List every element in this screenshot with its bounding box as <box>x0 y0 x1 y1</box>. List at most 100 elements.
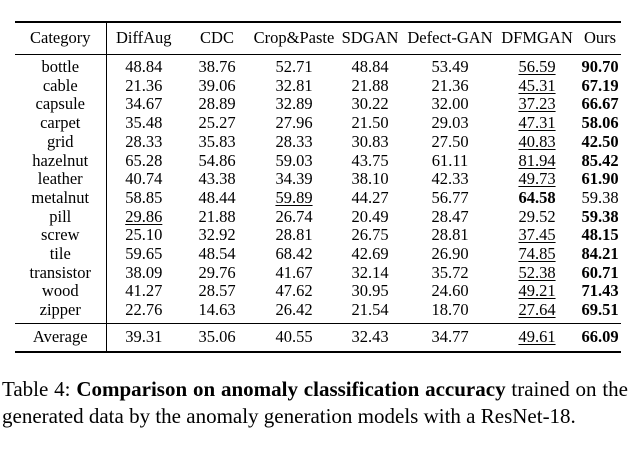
value-cell: 66.67 <box>581 94 619 114</box>
value-cell: 59.03 <box>275 150 313 170</box>
caption-bold-text: Comparison on anomaly classification acc… <box>76 376 506 401</box>
value-cell: 25.27 <box>198 113 236 133</box>
value-cell: 28.89 <box>198 94 236 114</box>
table-caption: Table 4: Comparison on anomaly classific… <box>2 376 628 431</box>
category-cell: tile <box>15 244 107 264</box>
value-cell: 48.84 <box>125 57 163 76</box>
value-cell: 21.36 <box>125 75 163 95</box>
table-row: Average 39.31 35.06 40.55 32.43 34.77 49.61 66.… <box>15 322 621 352</box>
value-cell: 29.52 <box>518 206 556 226</box>
value-cell: 43.38 <box>198 169 236 189</box>
value-cell: 29.76 <box>198 262 236 282</box>
table-row: carpet 35.48 25.27 27.96 21.50 29.03 47.31 58.0… <box>15 113 621 133</box>
column-header-diffaug: DiffAug <box>106 22 181 55</box>
value-cell: 74.85 <box>518 244 556 264</box>
value-cell: 69.51 <box>581 300 619 320</box>
value-cell: 26.42 <box>275 300 313 320</box>
table-row: tile 59.65 48.54 68.42 42.69 26.90 74.85 84.21 <box>15 244 621 264</box>
results-table: Category DiffAug CDC Crop&Paste SDGAN De… <box>15 21 621 353</box>
value-cell: 35.48 <box>125 113 163 133</box>
value-cell: 21.88 <box>351 75 389 95</box>
value-cell: 71.43 <box>581 281 619 301</box>
value-cell: 85.42 <box>581 150 619 170</box>
value-cell: 54.86 <box>198 150 236 170</box>
table-row: zipper 22.76 14.63 26.42 21.54 18.70 27.64 69.5… <box>15 300 621 324</box>
value-cell: 42.69 <box>351 244 389 264</box>
caption-prefix: Table 4: <box>2 376 77 401</box>
value-cell: 59.89 <box>275 187 313 207</box>
value-cell: 49.21 <box>518 281 556 301</box>
table-row: hazelnut 65.28 54.86 59.03 43.75 61.11 81.94 85… <box>15 150 621 171</box>
value-cell: 14.63 <box>198 300 236 320</box>
value-cell: 45.31 <box>518 75 556 95</box>
value-cell: 59.65 <box>125 244 163 264</box>
category-cell: pill <box>15 207 107 227</box>
value-cell: 90.70 <box>581 57 619 76</box>
value-cell: 38.09 <box>125 262 163 282</box>
value-cell: 22.76 <box>125 300 163 320</box>
column-header-category: Category <box>15 22 107 55</box>
value-cell: 27.64 <box>518 300 556 320</box>
value-cell: 30.95 <box>351 281 389 301</box>
value-cell: 21.36 <box>431 75 469 95</box>
table-row: capsule 34.67 28.89 32.89 30.22 32.00 37.23 66.… <box>15 94 621 115</box>
value-cell: 32.00 <box>431 94 469 114</box>
value-cell: 60.71 <box>581 262 619 282</box>
value-cell: 42.33 <box>431 169 469 189</box>
value-cell: 66.09 <box>579 322 621 352</box>
value-cell: 28.81 <box>275 225 313 245</box>
value-cell: 64.58 <box>518 187 556 207</box>
value-cell: 34.67 <box>125 94 163 114</box>
value-cell: 21.50 <box>351 113 389 133</box>
table-row: wood 41.27 28.57 47.62 30.95 24.60 49.21 71.43 <box>15 281 621 302</box>
table-row: grid 28.33 35.83 28.33 30.83 27.50 40.83 42.50 <box>15 131 621 152</box>
value-cell: 18.70 <box>431 300 469 320</box>
column-header-dfmgan: DFMGAN <box>495 22 579 55</box>
table-row: screw 25.10 32.92 28.81 26.75 28.81 37.45 48.15 <box>15 225 621 246</box>
value-cell: 21.88 <box>198 206 236 226</box>
value-cell: 29.03 <box>431 113 469 133</box>
value-cell: 28.47 <box>431 206 469 226</box>
value-cell: 24.60 <box>431 281 469 301</box>
category-cell: grid <box>15 132 107 152</box>
header-row: Category DiffAug CDC Crop&Paste SDGAN De… <box>15 22 621 55</box>
value-cell: 68.42 <box>275 244 313 264</box>
value-cell: 53.49 <box>431 57 469 76</box>
value-cell: 34.77 <box>405 322 495 352</box>
category-cell: leather <box>15 170 107 189</box>
value-cell: 48.15 <box>581 225 619 245</box>
value-cell: 35.83 <box>198 131 236 151</box>
value-cell: 48.84 <box>351 57 389 76</box>
category-cell: Average <box>15 322 107 352</box>
value-cell: 58.06 <box>581 113 619 133</box>
value-cell: 40.74 <box>125 169 163 189</box>
value-cell: 43.75 <box>351 150 389 170</box>
value-cell: 38.10 <box>351 169 389 189</box>
value-cell: 61.11 <box>431 150 469 170</box>
table-row: transistor 38.09 29.76 41.67 32.14 35.72 52.38… <box>15 262 621 283</box>
category-cell: metalnut <box>15 188 107 208</box>
value-cell: 21.54 <box>351 300 389 320</box>
value-cell: 56.77 <box>431 187 469 207</box>
category-cell: zipper <box>15 300 107 324</box>
value-cell: 37.45 <box>518 225 556 245</box>
value-cell: 32.14 <box>351 262 389 282</box>
value-cell: 59.38 <box>581 206 619 226</box>
value-cell: 84.21 <box>581 244 619 264</box>
value-cell: 32.92 <box>198 225 236 245</box>
table-body: bottle 48.84 38.76 52.71 48.84 53.49 56.59 90.7… <box>15 54 621 324</box>
value-cell: 58.85 <box>125 187 163 207</box>
value-cell: 27.50 <box>431 131 469 151</box>
category-cell: transistor <box>15 263 107 283</box>
value-cell: 32.81 <box>275 75 313 95</box>
value-cell: 34.39 <box>275 169 313 189</box>
value-cell: 40.55 <box>253 322 335 352</box>
value-cell: 35.06 <box>181 322 253 352</box>
value-cell: 25.10 <box>125 225 163 245</box>
value-cell: 28.33 <box>275 131 313 151</box>
value-cell: 41.27 <box>125 281 163 301</box>
value-cell: 28.81 <box>431 225 469 245</box>
value-cell: 52.38 <box>518 262 556 282</box>
value-cell: 47.31 <box>518 113 556 133</box>
